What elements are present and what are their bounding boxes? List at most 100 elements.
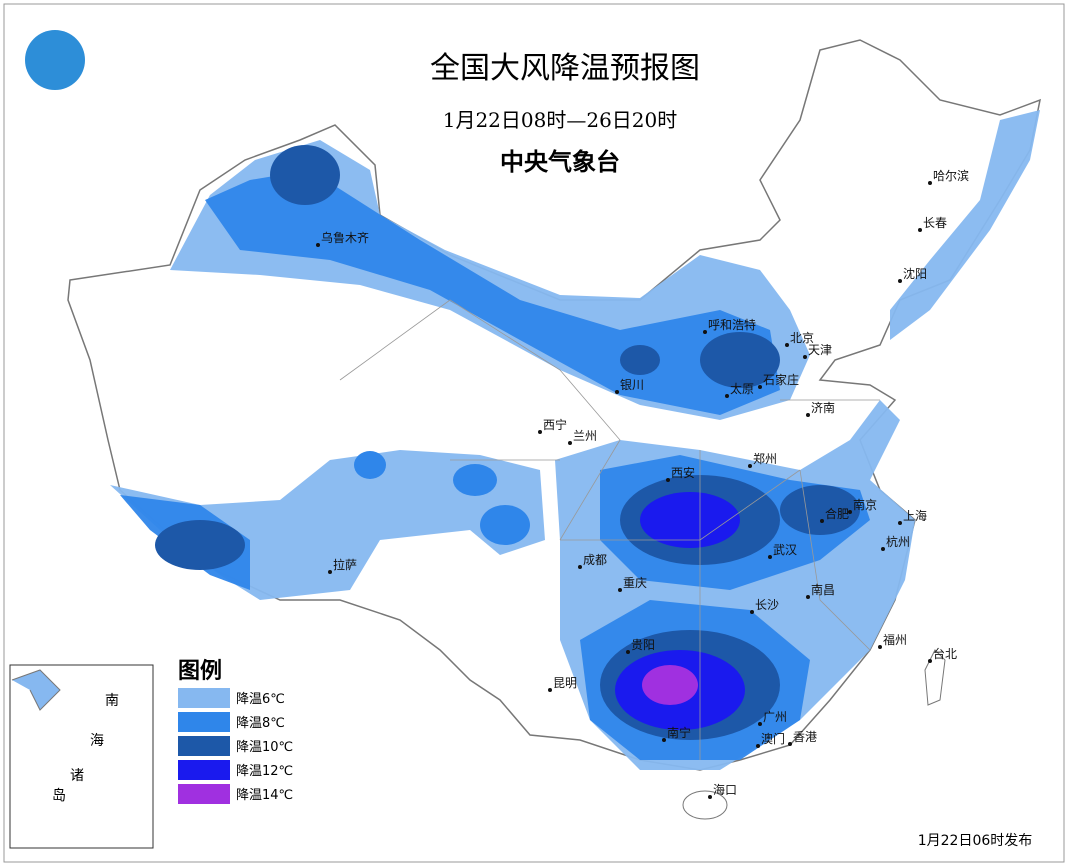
city-dot xyxy=(785,343,789,347)
city-dot xyxy=(708,795,712,799)
city-label: 北京 xyxy=(790,331,814,345)
cooling-zone xyxy=(480,505,530,545)
city-dot xyxy=(758,385,762,389)
city-dot xyxy=(806,595,810,599)
cooling-zone xyxy=(270,145,340,205)
city-label: 天津 xyxy=(808,343,832,357)
city-dot xyxy=(806,413,810,417)
city-dot xyxy=(666,478,670,482)
city-dot xyxy=(748,464,752,468)
city-dot xyxy=(788,742,792,746)
city-dot xyxy=(758,722,762,726)
issuer: 中央气象台 xyxy=(500,148,620,176)
city-dot xyxy=(703,330,707,334)
city-dot xyxy=(618,588,622,592)
city-label: 石家庄 xyxy=(763,372,799,387)
city-dot xyxy=(538,430,542,434)
city-dot xyxy=(918,228,922,232)
city-label: 台北 xyxy=(933,646,957,661)
cooling-zone xyxy=(155,520,245,570)
city-label: 西宁 xyxy=(543,417,567,432)
city-label: 银川 xyxy=(620,378,644,392)
city-label: 昆明 xyxy=(553,676,577,690)
city-label: 广州 xyxy=(763,710,787,724)
city-dot xyxy=(928,659,932,663)
legend-label: 降温14℃ xyxy=(236,788,293,803)
city-dot xyxy=(898,279,902,283)
city-label: 郑州 xyxy=(753,451,777,466)
city-dot xyxy=(615,390,619,394)
cooling-zone xyxy=(354,451,386,479)
city-dot xyxy=(750,610,754,614)
city-dot xyxy=(568,441,572,445)
city-dot xyxy=(316,243,320,247)
inset-label: 岛 xyxy=(52,788,66,804)
city-label: 呼和浩特 xyxy=(708,317,756,332)
city-dot xyxy=(878,645,882,649)
city-label: 杭州 xyxy=(886,534,910,549)
cooling-zones xyxy=(110,110,1040,770)
title: 全国大风降温预报图 xyxy=(430,51,700,86)
city-label: 沈阳 xyxy=(903,266,927,281)
city-label: 长春 xyxy=(923,216,947,230)
city-dot xyxy=(756,744,760,748)
city-label: 澳门 xyxy=(761,731,785,746)
legend-label: 降温8℃ xyxy=(236,716,285,731)
city-label: 成都 xyxy=(583,553,607,567)
city-dot xyxy=(928,181,932,185)
cooling-zone xyxy=(890,110,1040,340)
city-dot xyxy=(662,738,666,742)
city-dot xyxy=(848,510,852,514)
city-dot xyxy=(328,570,332,574)
city-dot xyxy=(626,650,630,654)
city-label: 合肥 xyxy=(825,506,849,521)
city-label: 福州 xyxy=(883,632,907,647)
city-dot xyxy=(578,565,582,569)
city-dot xyxy=(803,355,807,359)
legend-swatch xyxy=(178,712,230,732)
footer: 1月22日06时发布 xyxy=(918,833,1033,849)
inset-coast xyxy=(11,669,61,711)
city-dot xyxy=(768,555,772,559)
city-label: 长沙 xyxy=(755,598,779,612)
legend-label: 降温6℃ xyxy=(236,692,285,707)
cooling-zone xyxy=(780,485,860,535)
city-label: 武汉 xyxy=(773,543,797,557)
city-dot xyxy=(548,688,552,692)
taiwan xyxy=(924,649,946,706)
city-label: 南昌 xyxy=(811,582,835,597)
city-dot xyxy=(881,547,885,551)
inset-label: 诸 xyxy=(70,768,84,784)
legend-title: 图例 xyxy=(178,659,222,684)
cooling-zone xyxy=(700,332,780,388)
city-label: 拉萨 xyxy=(333,557,357,572)
province-lines xyxy=(339,299,880,760)
city-label: 贵阳 xyxy=(631,638,655,652)
legend-swatch xyxy=(178,784,230,804)
inset-label: 南 xyxy=(105,693,119,709)
cooling-zone xyxy=(642,665,698,705)
city-label: 太原 xyxy=(730,381,754,396)
city-label: 南宁 xyxy=(667,725,691,740)
cooling-zone xyxy=(453,464,497,496)
legend-label: 降温10℃ xyxy=(236,740,293,755)
city-label: 西安 xyxy=(671,465,695,480)
period: 1月22日08时—26日20时 xyxy=(443,108,678,132)
city-label: 济南 xyxy=(811,400,835,415)
legend-swatch xyxy=(178,688,230,708)
inset-label: 海 xyxy=(90,733,104,749)
cooling-zone xyxy=(620,345,660,375)
legend-swatch xyxy=(178,736,230,756)
provinces xyxy=(339,299,880,760)
city-label: 兰州 xyxy=(573,429,597,443)
city-dot xyxy=(725,394,729,398)
legend-label: 降温12℃ xyxy=(236,764,293,779)
hainan xyxy=(682,790,728,820)
legend-swatch xyxy=(178,760,230,780)
logo xyxy=(25,30,85,90)
city-dot xyxy=(898,521,902,525)
city-label: 南京 xyxy=(853,497,877,512)
city-dot xyxy=(820,519,824,523)
city-label: 香港 xyxy=(793,730,817,744)
